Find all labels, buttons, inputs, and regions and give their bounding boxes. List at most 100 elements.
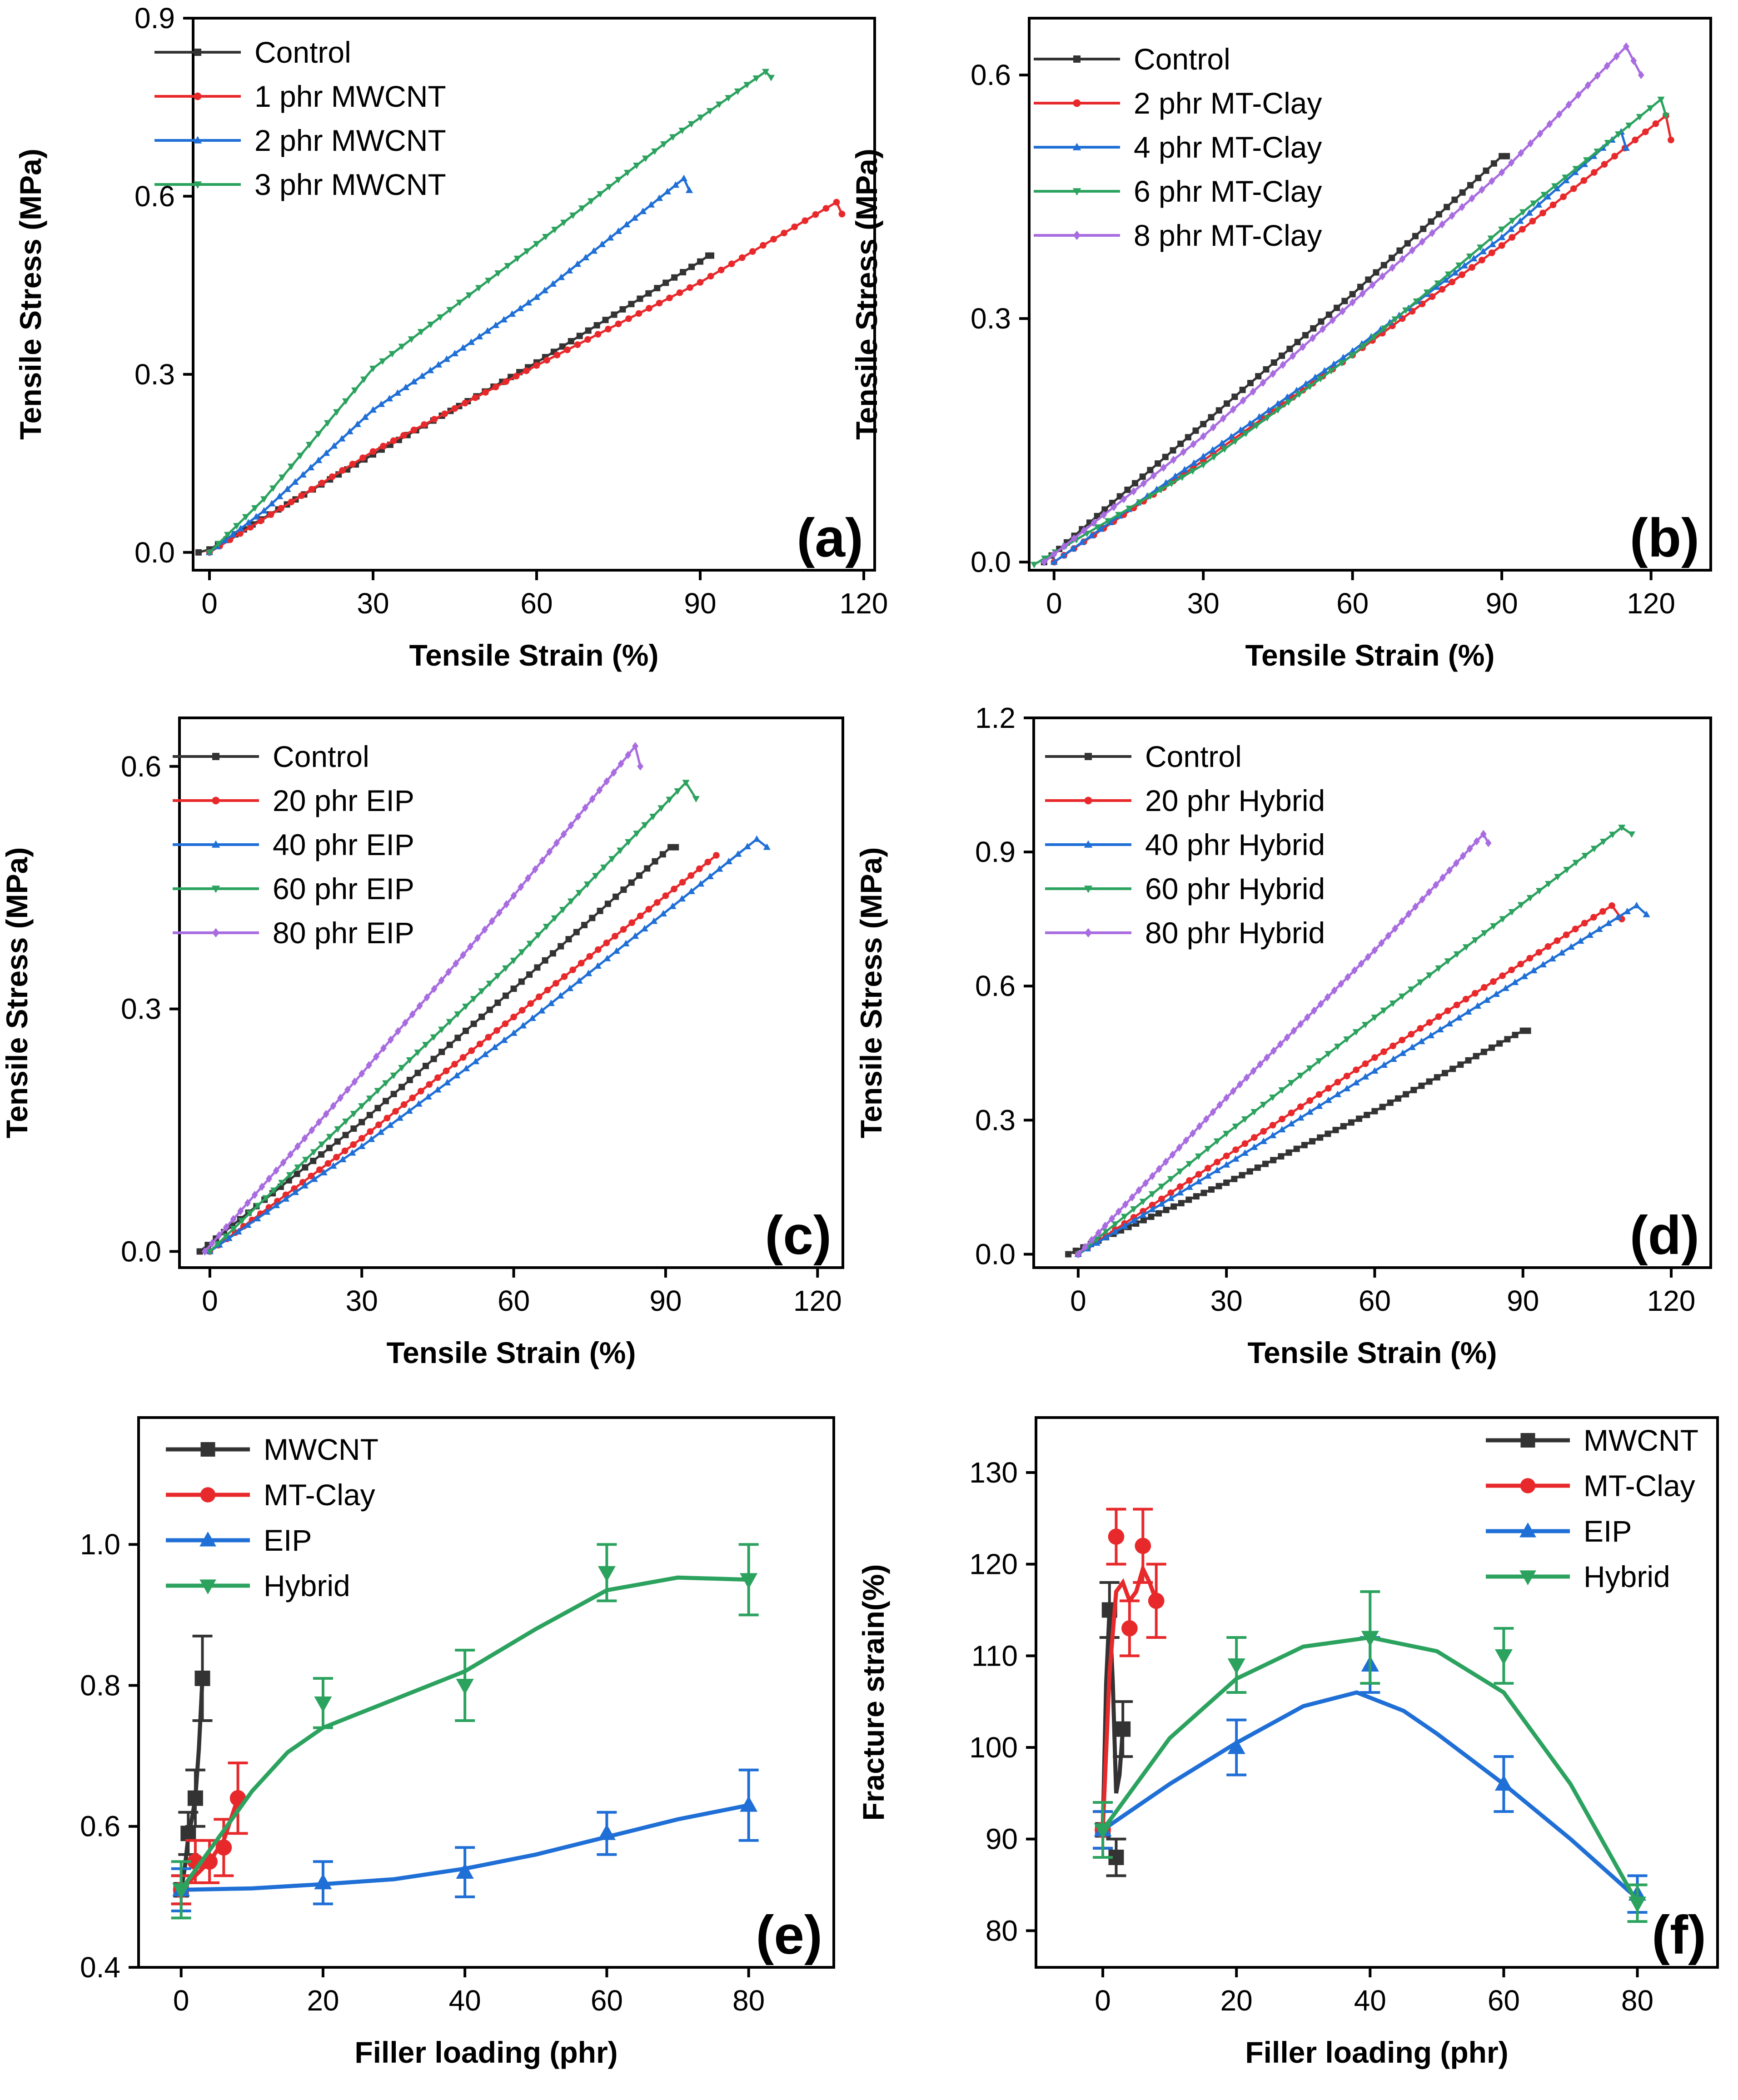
data-point [637,295,643,302]
data-point [657,805,665,812]
data-point [1479,248,1487,254]
data-point [1309,1138,1316,1145]
data-point [237,525,244,532]
y-tick-label: 0.9 [975,836,1016,868]
data-point [251,1190,258,1199]
data-point [1418,1037,1425,1045]
data-point [593,322,600,328]
data-point [214,541,223,547]
data-point [526,971,533,978]
data-point [1364,1111,1370,1118]
data-point [278,474,286,481]
data-point [1149,1201,1156,1209]
data-point [707,273,714,280]
data-point [341,1147,349,1155]
data-point [618,759,624,768]
data-point [456,1679,474,1695]
data-point [1250,1143,1258,1150]
data-point [1545,881,1553,888]
data-point [1479,257,1485,264]
data-point [1215,1183,1222,1189]
data-point [351,387,359,394]
data-point [1462,995,1469,1003]
data-point [437,314,444,321]
data-point [1429,293,1436,300]
data-point [1662,113,1670,119]
data-point [1150,471,1157,480]
series-2-phr-mwcnt [205,174,693,555]
data-point [1483,167,1489,174]
data-point [474,934,481,942]
data-point [314,431,323,438]
data-point [1325,1130,1331,1137]
data-point [576,333,583,339]
data-point [523,248,531,255]
series-line [204,743,642,1253]
data-point [1642,128,1649,135]
data-point [1496,1040,1503,1047]
data-point [631,214,639,221]
data-point [1270,1046,1277,1055]
data-point [1167,1194,1175,1201]
data-point [1155,1164,1162,1173]
data-point [374,1105,381,1111]
data-point [1102,1234,1110,1240]
data-point [510,1014,517,1020]
data-point [1102,1229,1110,1236]
data-point [462,1027,469,1034]
legend-marker [199,1579,216,1595]
data-point [1260,378,1266,387]
data-point [1210,1108,1216,1116]
series-3-phr-mwcnt [205,69,775,557]
data-point [415,1100,423,1107]
data-point [678,127,686,134]
series-6-phr-mt-clay [1030,96,1670,568]
data-point [234,1228,242,1234]
data-point [273,1201,280,1209]
data-point [1451,196,1458,203]
y-tick-label: 0.4 [80,1951,120,1984]
data-point [1490,923,1498,930]
data-point [551,227,559,234]
data-point [523,367,530,374]
data-point [310,1149,318,1156]
data-point [791,223,798,230]
data-point [680,174,688,181]
data-point [1050,558,1058,565]
data-point [1459,271,1465,278]
data-point [230,1215,237,1224]
y-tick-label: 0.6 [975,970,1016,1002]
data-point [659,910,667,917]
data-point [1636,114,1643,121]
data-point [305,442,314,448]
data-point [426,1081,433,1088]
data-point [1270,369,1276,378]
data-point [369,365,377,373]
data-point [594,331,602,338]
y-axis-title: Tensile Stress (MPa) [850,149,883,440]
data-point [350,1111,358,1118]
data-point [1349,298,1356,307]
data-point [1223,1179,1230,1186]
legend-label: 6 phr MT-Clay [1134,174,1322,208]
data-point [1195,1171,1202,1178]
data-point [642,155,650,162]
data-point [1269,1094,1277,1101]
data-point [1623,907,1631,915]
data-point [1412,233,1419,239]
data-point [666,294,673,302]
data-point [291,1188,299,1195]
data-point [1563,866,1571,874]
data-point [687,887,695,894]
data-point [1668,136,1674,144]
data-point [1183,1136,1190,1145]
data-point [1595,925,1603,932]
data-point [1321,367,1329,374]
data-point [368,1135,375,1142]
data-point [209,1239,215,1248]
data-point [1185,1183,1193,1190]
data-point [1257,1060,1264,1069]
data-point [671,274,678,281]
data-point [1519,1027,1526,1034]
data-point [417,329,425,336]
